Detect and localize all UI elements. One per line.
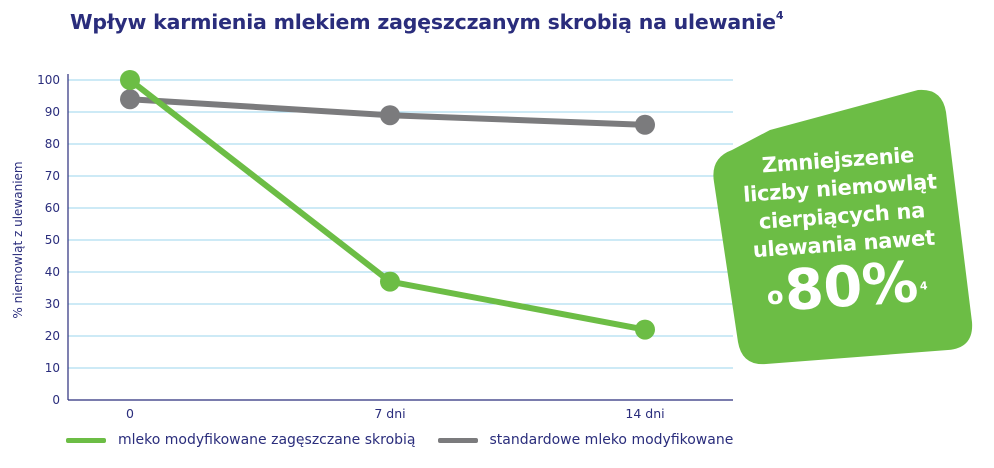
y-tick-label-40: 40 xyxy=(45,265,60,279)
y-tick-label-90: 90 xyxy=(45,105,60,119)
y-tick-label-20: 20 xyxy=(45,329,60,343)
legend-swatch-starch xyxy=(66,437,106,443)
legend-label-starch: mleko modyfikowane zagęszczane skrobią xyxy=(118,432,416,448)
y-axis: 0 10 20 30 40 50 60 70 80 90 100 % niemowląt z ulew… xyxy=(11,73,69,407)
y-tick-label-50: 50 xyxy=(45,233,60,247)
legend: mleko modyfikowane zagęszczane skrobią s… xyxy=(66,432,755,448)
y-tick-label-100: 100 xyxy=(37,73,60,87)
y-tick-label-70: 70 xyxy=(45,169,60,183)
y-tick-label-80: 80 xyxy=(45,137,60,151)
legend-item-standard: standardowe mleko modyfikowane xyxy=(437,432,734,448)
y-tick-label-10: 10 xyxy=(45,361,60,375)
legend-item-starch: mleko modyfikowane zagęszczane skrobią xyxy=(66,432,416,448)
gridlines xyxy=(68,79,733,369)
legend-label-standard: standardowe mleko modyfikowane xyxy=(489,432,734,448)
legend-swatch-standard xyxy=(437,437,478,443)
chart-title-text: Wpływ karmienia mlekiem zagęszczanym skr… xyxy=(70,10,776,34)
badge-shape xyxy=(713,89,973,365)
x-tick-label-0: 0 xyxy=(126,406,134,421)
y-tick-label-30: 30 xyxy=(45,297,60,311)
x-tick-label-2: 14 dni xyxy=(625,406,664,421)
data-point-s0-2 xyxy=(635,319,655,340)
y-axis-title: % niemowląt z ulewaniem xyxy=(11,161,25,318)
x-axis: 0 7 dni 14 dni xyxy=(68,399,733,421)
y-tick-label-60: 60 xyxy=(45,201,60,215)
y-tick-label-0: 0 xyxy=(52,393,60,407)
series-layer xyxy=(120,70,655,340)
highlight-badge xyxy=(713,89,973,365)
chart-title: Wpływ karmienia mlekiem zagęszczanym skr… xyxy=(70,9,784,34)
data-point-s1-2 xyxy=(635,114,655,135)
data-point-s0-0 xyxy=(120,70,140,90)
data-point-s0-1 xyxy=(380,271,400,292)
title-footnote-ref: 4 xyxy=(775,9,784,23)
data-point-s1-1 xyxy=(380,105,400,126)
x-tick-label-1: 7 dni xyxy=(374,406,405,421)
data-point-s1-0 xyxy=(120,89,140,110)
